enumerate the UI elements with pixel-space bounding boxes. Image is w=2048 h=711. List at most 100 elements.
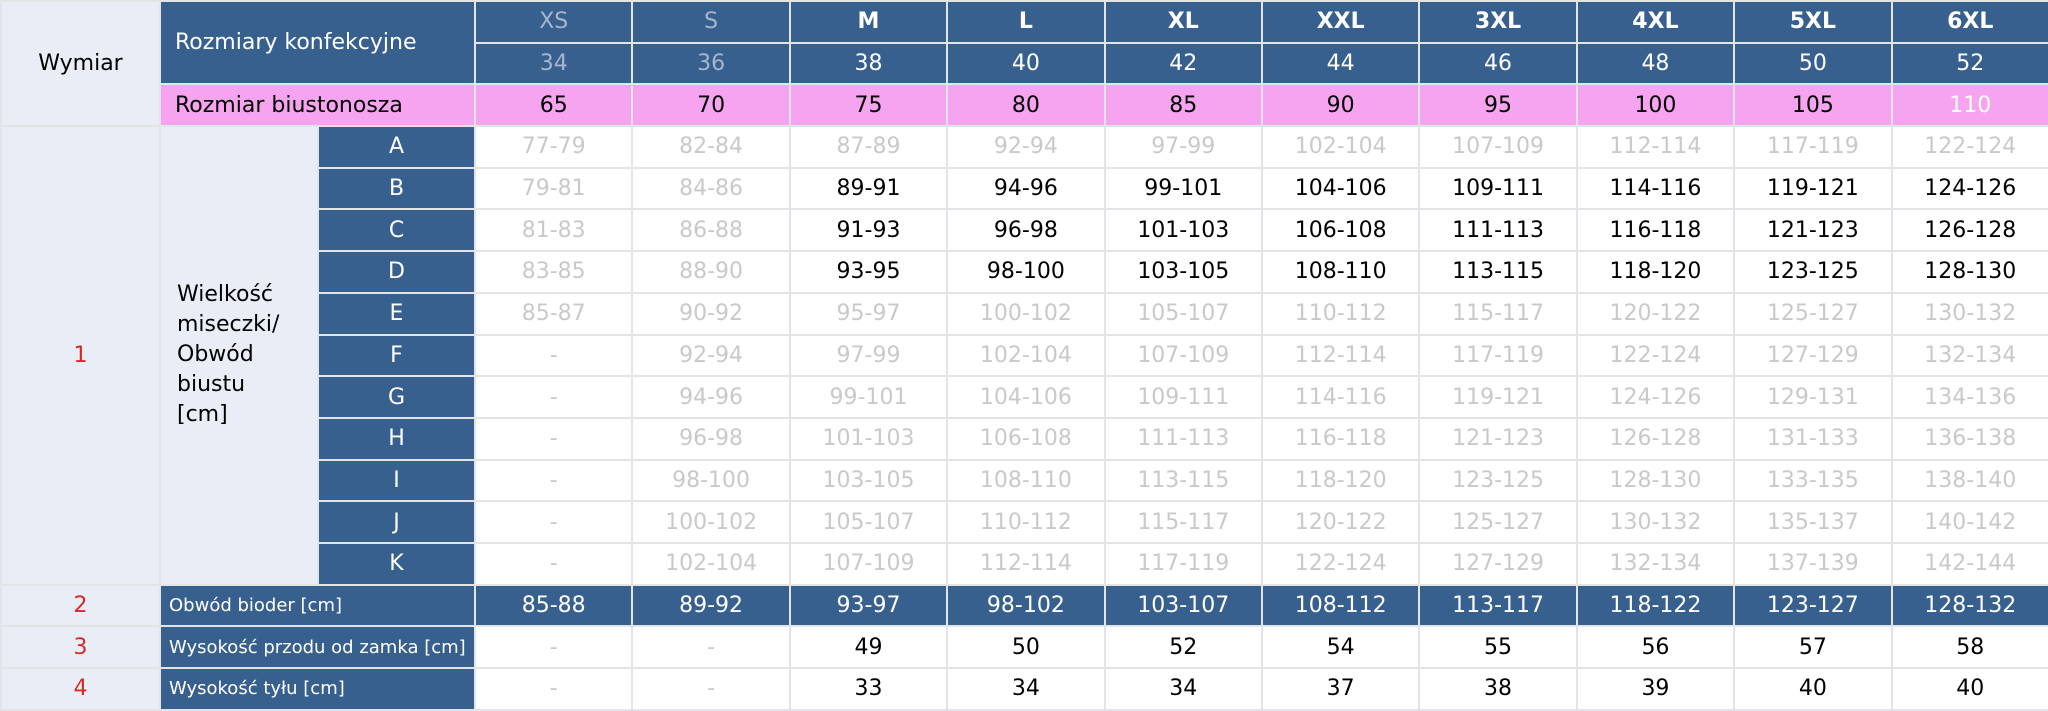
- value-cell: 37: [1260, 667, 1421, 711]
- size-name: XL: [1103, 0, 1263, 44]
- value-cell: 115-117: [1418, 291, 1578, 336]
- value-cell: 118-120: [1575, 250, 1736, 294]
- value-cell: 40: [1890, 667, 2048, 711]
- value-cell: -: [474, 541, 634, 586]
- value-cell: 77-79: [474, 125, 634, 169]
- value-cell: 85-88: [474, 583, 634, 628]
- size-name: M: [788, 0, 949, 44]
- value-cell: 97-99: [1103, 125, 1263, 169]
- value-cell: 128-130: [1575, 458, 1736, 503]
- value-cell: 91-93: [788, 208, 949, 253]
- value-cell: 54: [1260, 625, 1421, 669]
- value-cell: 33: [788, 667, 949, 711]
- value-cell: 95-97: [788, 291, 949, 336]
- size-name: XS: [474, 0, 634, 44]
- value-cell: 118-122: [1575, 583, 1736, 628]
- cup-letter: F: [316, 333, 477, 378]
- size-name: XXL: [1260, 0, 1421, 44]
- value-cell: -: [474, 458, 634, 503]
- value-cell: 101-103: [1103, 208, 1263, 253]
- cup-letter: G: [316, 375, 477, 419]
- value-cell: 117-119: [1733, 125, 1893, 169]
- value-cell: 103-107: [1103, 583, 1263, 628]
- value-cell: 137-139: [1733, 541, 1893, 586]
- value-cell: 87-89: [788, 125, 949, 169]
- bra-label: Rozmiar biustonosza: [158, 83, 477, 128]
- value-cell: 123-125: [1418, 458, 1578, 503]
- value-cell: 85-87: [474, 291, 634, 336]
- value-cell: 126-128: [1890, 208, 2048, 253]
- value-cell: 56: [1575, 625, 1736, 669]
- value-cell: 105-107: [788, 500, 949, 544]
- value-cell: 57: [1733, 625, 1893, 669]
- size-number: 42: [1103, 41, 1263, 86]
- value-cell: 138-140: [1890, 458, 2048, 503]
- value-cell: 131-133: [1733, 416, 1893, 461]
- measure-number: 2: [0, 583, 161, 628]
- value-cell: 86-88: [631, 208, 791, 253]
- cup-letter: J: [316, 500, 477, 544]
- table-row: G -94-96 99-101 104-106 109-111 114-116 119-12…: [1, 375, 2048, 419]
- table-row: Wymiar Rozmiary konfekcyjne XS S M L XL XXL 3XL 4…: [0, 0, 2048, 128]
- value-cell: 127-129: [1733, 333, 1893, 378]
- size-label: Rozmiary konfekcyjne: [158, 0, 477, 86]
- value-cell: 112-114: [1260, 333, 1421, 378]
- value-cell: 121-123: [1418, 416, 1578, 461]
- value-cell: 96-98: [631, 416, 791, 461]
- value-cell: 123-125: [1733, 250, 1893, 294]
- measure-number: 3: [0, 625, 161, 669]
- value-cell: 107-109: [1103, 333, 1263, 378]
- value-cell: 50: [946, 625, 1106, 669]
- value-cell: 103-105: [788, 458, 949, 503]
- value-cell: 117-119: [1418, 333, 1578, 378]
- value-cell: 108-110: [946, 458, 1106, 503]
- size-number: 46: [1418, 41, 1578, 86]
- value-cell: 108-112: [1260, 583, 1421, 628]
- value-cell: 93-97: [788, 583, 949, 628]
- size-name: 4XL: [1575, 0, 1736, 44]
- value-cell: 113-117: [1418, 583, 1578, 628]
- value-cell: 140-142: [1890, 500, 2048, 544]
- measure-label: Wysokość tyłu [cm]: [158, 667, 477, 711]
- value-cell: 112-114: [946, 541, 1106, 586]
- bra-size: 80: [946, 83, 1106, 128]
- value-cell: 49: [788, 625, 949, 669]
- table-row: J -100-102 105-107 110-112 115-117 120-122 125…: [1, 500, 2048, 544]
- value-cell: 99-101: [788, 375, 949, 419]
- value-cell: 98-100: [946, 250, 1106, 294]
- value-cell: 81-83: [474, 208, 634, 253]
- value-cell: 101-103: [788, 416, 949, 461]
- value-cell: 98-100: [631, 458, 791, 503]
- value-cell: 136-138: [1890, 416, 2048, 461]
- value-cell: 121-123: [1733, 208, 1893, 253]
- value-cell: 116-118: [1575, 208, 1736, 253]
- bra-size: 100: [1575, 83, 1736, 128]
- value-cell: 94-96: [946, 166, 1106, 211]
- bra-size: 75: [788, 83, 949, 128]
- value-cell: -: [631, 625, 791, 669]
- value-cell: 83-85: [474, 250, 634, 294]
- measure-number: 4: [0, 667, 161, 711]
- cup-letter: A: [316, 125, 477, 169]
- value-cell: 128-132: [1890, 583, 2048, 628]
- value-cell: 102-104: [946, 333, 1106, 378]
- value-cell: 107-109: [788, 541, 949, 586]
- value-cell: -: [474, 416, 634, 461]
- size-number: 44: [1260, 41, 1421, 86]
- value-cell: 125-127: [1418, 500, 1578, 544]
- value-cell: 82-84: [631, 125, 791, 169]
- value-cell: 55: [1418, 625, 1578, 669]
- value-cell: 106-108: [946, 416, 1106, 461]
- value-cell: 96-98: [946, 208, 1106, 253]
- value-cell: 40: [1733, 667, 1893, 711]
- value-cell: 124-126: [1890, 166, 2048, 211]
- size-number: 52: [1890, 41, 2048, 86]
- cup-letter: B: [316, 166, 477, 211]
- bra-size: 110: [1890, 83, 2048, 128]
- bra-size: 85: [1103, 83, 1263, 128]
- measure-label: Obwód bioder [cm]: [158, 583, 477, 628]
- table-row: H -96-98 101-103 106-108 111-113 116-118 121-1…: [1, 416, 2048, 461]
- size-name: 3XL: [1418, 0, 1578, 44]
- cup-letter: E: [316, 291, 477, 336]
- table-row: 4 Wysokość tyłu [cm] - -33 34 34 37 38 39 40 40: [0, 667, 2048, 711]
